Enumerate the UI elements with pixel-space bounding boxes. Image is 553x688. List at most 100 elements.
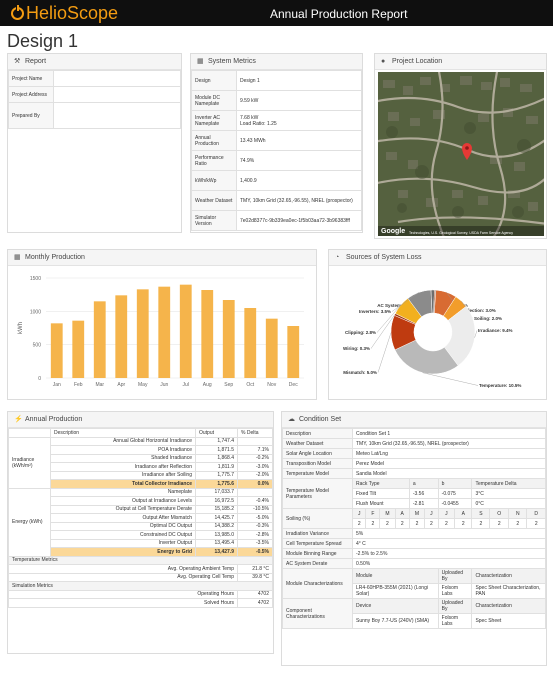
row-value: 39.8 °C: [237, 572, 273, 582]
panel-title: Annual Production: [25, 416, 83, 423]
row-delta: -0.5%: [237, 547, 273, 557]
slice-label: Inverters: 3.5%: [359, 309, 391, 314]
row-description: Nameplate: [50, 487, 196, 497]
group-label: Irradiance (kWh/m²): [8, 436, 51, 489]
bar-nov: [265, 318, 278, 378]
row-label: Design: [191, 70, 237, 91]
row-label: Temperature Model Parameters: [282, 478, 353, 509]
row-description: Solved Hours: [8, 598, 238, 608]
leader-line: [422, 372, 479, 386]
row-value: 7.68 kW Load Ratio: 1.25: [236, 110, 362, 131]
row-output: 1,775.6: [195, 479, 238, 489]
table-row: Operating Hours 4702: [8, 589, 273, 599]
row-value: 1,400.9: [236, 170, 362, 191]
param-b: -0.075: [437, 488, 473, 499]
leader-line: [376, 305, 401, 333]
row-label: Module DC Nameplate: [191, 90, 237, 111]
row-label: Soiling (%): [282, 508, 353, 529]
table-row: Fixed Tilt -3.56 -0.075 3°C: [283, 488, 546, 499]
row-delta: 0.0%: [237, 479, 273, 489]
top-bar: HelioScope Annual Production Report: [0, 0, 553, 26]
row-value: -2.5% to 2.5%: [352, 548, 546, 559]
row-value: Sandia Model: [352, 468, 546, 479]
section-title: Temperature Metrics: [8, 555, 273, 565]
row-value: Condition Set 1: [352, 428, 546, 439]
monthly-production-chart: 0 500 1000 1500 kWh Jan Feb Mar Apr May Jun Jul Aug S…: [18, 276, 304, 388]
y-tick-label: 500: [33, 343, 42, 349]
panel-header: ◔ Sources of System Loss: [329, 250, 546, 266]
y-tick-label: 1000: [30, 309, 41, 315]
metrics-table: Design Design 1 Module DC Nameplate 9.59 k…: [191, 70, 362, 231]
month-label: M: [379, 508, 396, 519]
month-label: O: [489, 508, 510, 519]
row-label: Simulator Version: [191, 210, 237, 231]
brand-logo[interactable]: HelioScope: [11, 3, 118, 23]
soiling-value: 2: [454, 518, 473, 529]
y-tick-label: 0: [38, 376, 41, 382]
month-label: A: [454, 508, 473, 519]
month-label: J: [351, 508, 367, 519]
row-output: 1,868.4: [195, 453, 238, 463]
row-label: Solar Angle Location: [282, 448, 353, 459]
bar-jun: [158, 286, 171, 378]
x-tick-label: Mar: [95, 382, 104, 388]
temp-delta: 3°C: [471, 488, 546, 499]
row-value: 7e02d8377c-9b339ea0ec-1f5b03aa72-3b96383…: [236, 210, 362, 231]
col-b: b: [437, 478, 473, 489]
row-delta: -5.0%: [237, 513, 273, 523]
soiling-value: 2: [526, 518, 546, 529]
row-label: AC System Derate: [282, 558, 353, 569]
soiling-value: 2: [379, 518, 396, 529]
x-tick-label: May: [138, 382, 148, 388]
col-rack-type: Rack Type: [352, 478, 410, 489]
row-output: 14,388.2: [195, 521, 238, 531]
row-description: Irradiance after Soiling: [50, 470, 196, 480]
header-blank: [8, 428, 51, 438]
table-row: LR4-60HPB-355M (2021) (Longi Solar) Fols…: [283, 583, 546, 599]
bar-may: [136, 289, 149, 378]
satellite-map[interactable]: Google Technologies, U.S. Geological Sur…: [378, 72, 544, 236]
bar-chart-icon: ▦: [14, 254, 21, 261]
row-output: 1,775.7: [195, 470, 238, 480]
y-tick-label: 1500: [30, 276, 41, 282]
row-output: 1,747.4: [195, 436, 238, 446]
bar-apr: [115, 295, 128, 378]
x-tick-label: Jul: [183, 382, 189, 388]
row-output: 1,811.9: [195, 462, 238, 472]
wrench-icon: ⚒: [14, 58, 21, 65]
table-row: Module DC Nameplate 9.59 kW: [191, 90, 362, 111]
soiling-value: 2: [489, 518, 510, 529]
row-description: Inverter Output: [50, 538, 196, 548]
row-output: 13,427.9: [195, 547, 238, 557]
row-output: 16,972.5: [195, 496, 238, 506]
table-row: Solar Angle Location Meteo Lat/Lng: [282, 448, 546, 459]
table-row: Project Name: [8, 70, 181, 87]
condition-set-table: Description Condition Set 1 Weather Datas…: [282, 428, 546, 629]
row-value: TMY, 10km Grid (32.65,-96.55), NREL (pro…: [352, 438, 546, 449]
row-description: Output at Cell Temperature Derate: [50, 504, 196, 514]
table-row: Avg. Operating Ambient Temp 21.8 °C: [8, 564, 273, 574]
row-delta: -3.0%: [237, 462, 273, 472]
table-row: kWh/kWp 1,400.9: [191, 170, 362, 191]
table-row: Cell Temperature Spread 4° C: [282, 538, 546, 549]
col-description: Description: [50, 428, 196, 438]
brand-name: HelioScope: [26, 3, 119, 23]
x-tick-label: Nov: [267, 382, 276, 388]
table-row: Temperature Model Parameters Rack Type a…: [282, 478, 546, 509]
soiling-value: 2: [365, 518, 381, 529]
col-uploaded-by: Uploaded By: [437, 568, 473, 584]
report-title: Annual Production Report: [270, 7, 408, 21]
row-label: Weather Dataset: [191, 190, 237, 211]
power-logo-icon: [11, 4, 24, 20]
annual-production-panel: ⚡ Annual Production Description Output % …: [7, 411, 274, 654]
rack-type: Fixed Tilt: [352, 488, 410, 499]
col-a: a: [408, 478, 439, 489]
x-tick-label: Jan: [53, 382, 61, 388]
row-delta: [237, 487, 273, 497]
row-output: 17,033.7: [195, 487, 238, 497]
row-value: 13.43 MWh: [236, 130, 362, 151]
panel-title: Sources of System Loss: [346, 254, 422, 261]
group-label: Energy (kWh): [8, 487, 51, 557]
row-label: Module Binning Range: [282, 548, 353, 559]
